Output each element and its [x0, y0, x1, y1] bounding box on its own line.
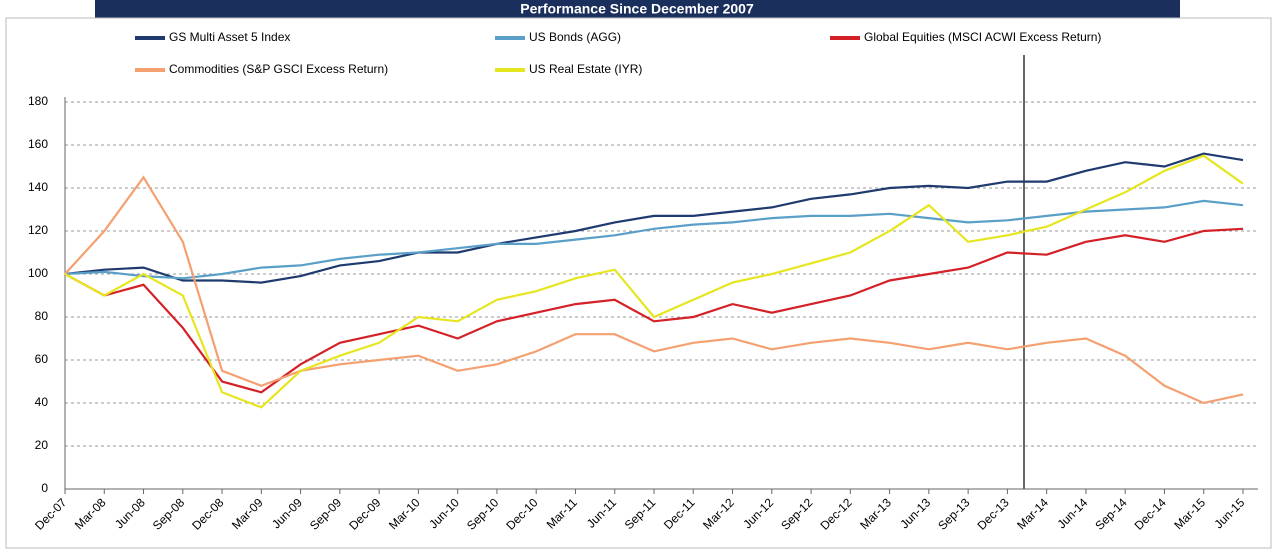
legend-label: US Real Estate (IYR) — [529, 62, 642, 76]
x-tick-label: Dec-13 — [975, 495, 1012, 532]
x-tick-label: Sep-14 — [1092, 495, 1129, 532]
y-tick-label: 180 — [28, 94, 48, 108]
x-tick-label: Dec-12 — [817, 495, 854, 532]
series-line — [64, 154, 1244, 409]
x-tick-label: Dec-14 — [1132, 495, 1169, 532]
x-tick-label: Jun-12 — [740, 495, 776, 531]
y-tick-label: 120 — [28, 223, 48, 237]
series-line — [64, 227, 1244, 394]
y-tick-label: 100 — [28, 266, 48, 280]
legend-label: Global Equities (MSCI ACWI Excess Return… — [864, 30, 1101, 44]
x-tick-label: Sep-10 — [464, 495, 501, 532]
y-tick-label: 140 — [28, 180, 48, 194]
x-tick-label: Dec-11 — [661, 495, 698, 532]
x-tick-label: Mar-10 — [386, 495, 423, 532]
series-line — [64, 152, 1244, 284]
x-tick-label: Dec-07 — [32, 495, 69, 532]
y-tick-label: 80 — [35, 309, 49, 323]
x-tick-label: Sep-13 — [935, 495, 972, 532]
x-tick-label: Sep-08 — [150, 495, 187, 532]
x-tick-label: Dec-09 — [346, 495, 383, 532]
x-tick-label: Jun-11 — [584, 495, 619, 530]
x-tick-label: Jun-15 — [1212, 495, 1248, 531]
y-tick-label: 60 — [35, 352, 49, 366]
x-tick-label: Jun-09 — [269, 495, 305, 531]
y-tick-label: 20 — [35, 438, 49, 452]
x-tick-label: Mar-09 — [229, 495, 266, 532]
legend-label: US Bonds (AGG) — [529, 30, 621, 44]
x-tick-label: Sep-09 — [307, 495, 344, 532]
x-tick-label: Mar-08 — [72, 495, 109, 532]
chart-title: Performance Since December 2007 — [520, 1, 754, 17]
x-tick-label: Dec-08 — [189, 495, 226, 532]
x-tick-label: Mar-14 — [1014, 495, 1051, 532]
y-tick-label: 40 — [35, 395, 49, 409]
x-tick-label: Dec-10 — [503, 495, 540, 532]
chart-frame — [5, 17, 1272, 549]
y-tick-label: 160 — [28, 137, 48, 151]
x-tick-label: Mar-15 — [1171, 495, 1208, 532]
y-tick-label: 0 — [41, 481, 48, 495]
x-tick-label: Jun-14 — [1054, 495, 1090, 531]
x-tick-label: Jun-08 — [112, 495, 148, 531]
series-line — [64, 175, 1244, 405]
x-tick-label: Mar-11 — [544, 495, 580, 531]
x-tick-label: Mar-13 — [857, 495, 894, 532]
series-line — [64, 199, 1244, 280]
x-tick-label: Jun-13 — [897, 495, 933, 531]
legend-label: Commodities (S&P GSCI Excess Return) — [169, 62, 388, 76]
x-tick-label: Sep-11 — [622, 495, 659, 532]
x-tick-label: Sep-12 — [778, 495, 815, 532]
x-tick-label: Jun-10 — [426, 495, 462, 531]
title-banner — [95, 0, 1180, 18]
x-tick-label: Mar-12 — [700, 495, 737, 532]
legend-label: GS Multi Asset 5 Index — [169, 30, 290, 44]
